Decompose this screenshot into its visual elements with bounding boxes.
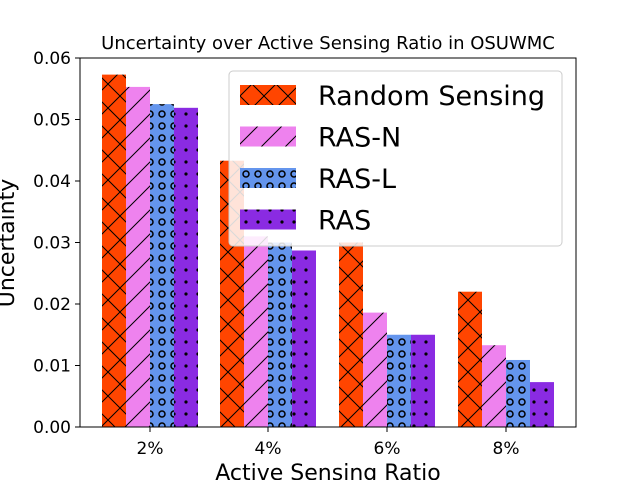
bar-ras-6pct <box>411 334 435 427</box>
bar-ras-n-4pct <box>244 236 268 427</box>
legend-swatch <box>240 85 296 105</box>
legend-swatch <box>240 126 296 147</box>
x-axis: 2% 4% 6% 8% <box>137 427 520 459</box>
x-tick-label: 8% <box>493 439 520 459</box>
bar-ras-8pct <box>530 382 554 427</box>
bar-ras-l-4pct <box>268 242 292 427</box>
bar-ras-2pct <box>174 107 198 427</box>
y-tick-label: 0.04 <box>33 172 71 192</box>
y-axis-label: Uncertainty <box>0 179 20 308</box>
y-tick-label: 0.03 <box>33 234 71 254</box>
x-tick-label: 4% <box>255 439 282 459</box>
legend-swatch <box>240 168 296 188</box>
legend-swatch <box>240 209 296 230</box>
bar-ras-n-2pct <box>126 86 150 427</box>
legend-label: RAS-L <box>318 164 396 195</box>
bar-random-sensing-2pct <box>102 74 126 427</box>
bar-random-sensing-6pct <box>339 242 363 427</box>
bar-ras-4pct <box>292 250 316 427</box>
x-tick-label: 6% <box>374 439 401 459</box>
bar-ras-l-2pct <box>150 104 174 427</box>
legend-label: Random Sensing <box>318 81 545 112</box>
chart-title: Uncertainty over Active Sensing Ratio in… <box>101 33 555 54</box>
bar-ras-n-6pct <box>363 312 387 427</box>
bar-ras-l-8pct <box>506 359 530 427</box>
bar-ras-l-6pct <box>387 334 411 427</box>
x-axis-label: Active Sensing Ratio <box>215 461 440 480</box>
legend: Random Sensing RAS-N RAS-L RAS <box>228 70 563 247</box>
y-tick-label: 0.06 <box>33 49 71 69</box>
legend-label: RAS <box>318 206 371 237</box>
legend-frame <box>228 70 563 247</box>
bar-ras-n-8pct <box>482 345 506 427</box>
y-tick-label: 0.00 <box>33 418 71 438</box>
y-tick-label: 0.02 <box>33 295 71 315</box>
x-tick-label: 2% <box>137 439 164 459</box>
y-axis: 0.00 0.01 0.02 0.03 0.04 0.05 0.06 <box>33 49 80 438</box>
legend-label: RAS-N <box>318 123 401 154</box>
y-tick-label: 0.05 <box>33 111 71 131</box>
bar-random-sensing-8pct <box>458 291 482 427</box>
y-tick-label: 0.01 <box>33 357 71 377</box>
